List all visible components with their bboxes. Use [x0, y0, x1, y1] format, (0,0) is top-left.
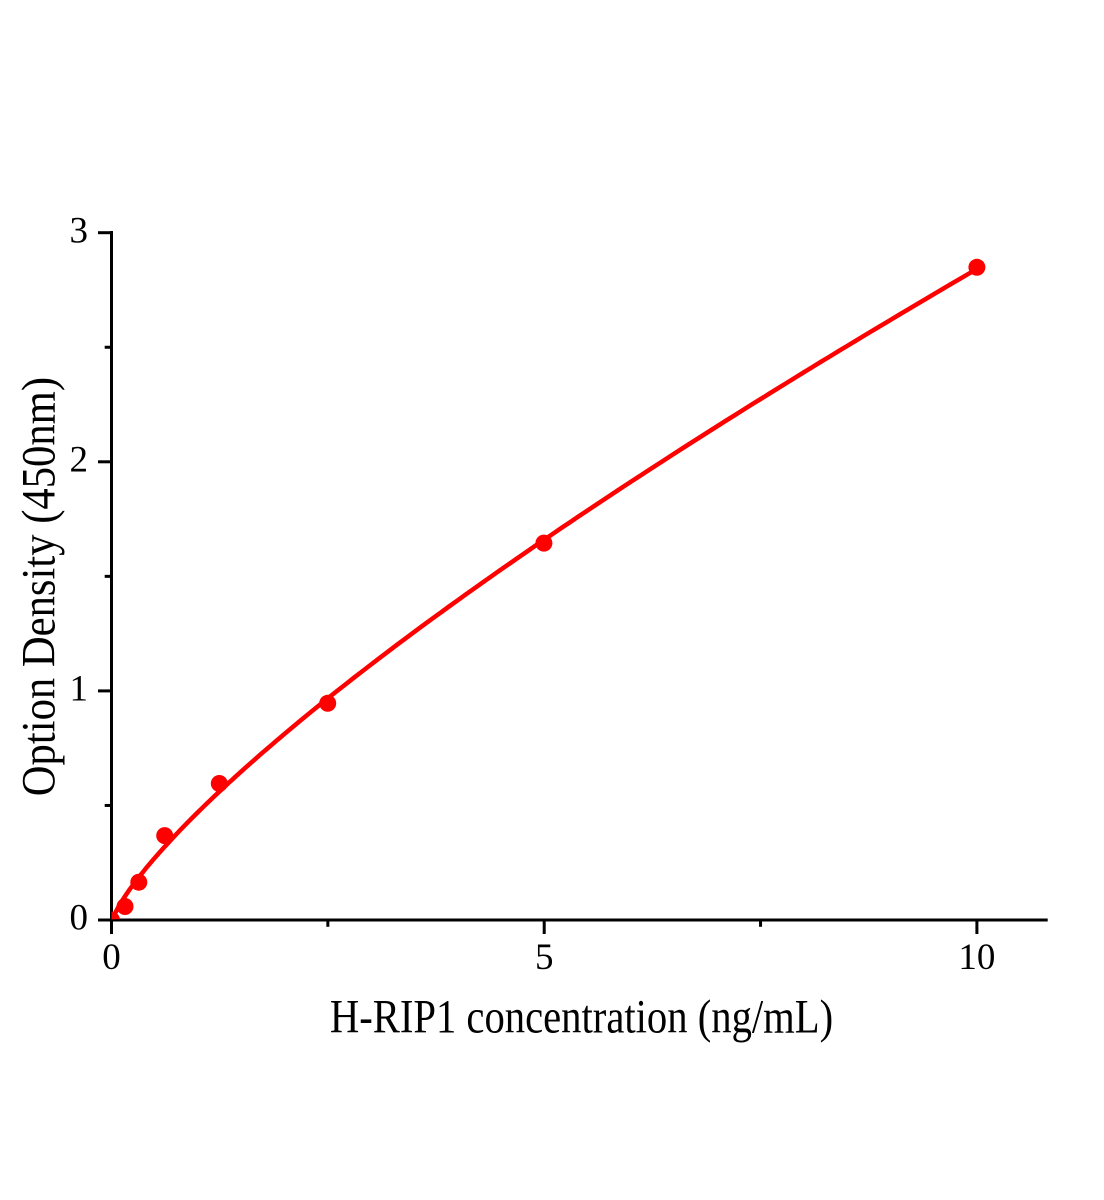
svg-text:5: 5 — [535, 937, 554, 978]
svg-text:Option Density (450nm): Option Density (450nm) — [13, 377, 66, 796]
svg-text:0: 0 — [70, 898, 89, 939]
svg-text:2: 2 — [70, 440, 89, 481]
svg-text:0: 0 — [102, 937, 121, 978]
svg-text:3: 3 — [70, 210, 89, 251]
svg-text:10: 10 — [958, 937, 995, 978]
svg-text:1: 1 — [70, 669, 89, 710]
svg-text:H-RIP1 concentration (ng/mL): H-RIP1 concentration (ng/mL) — [330, 991, 833, 1044]
